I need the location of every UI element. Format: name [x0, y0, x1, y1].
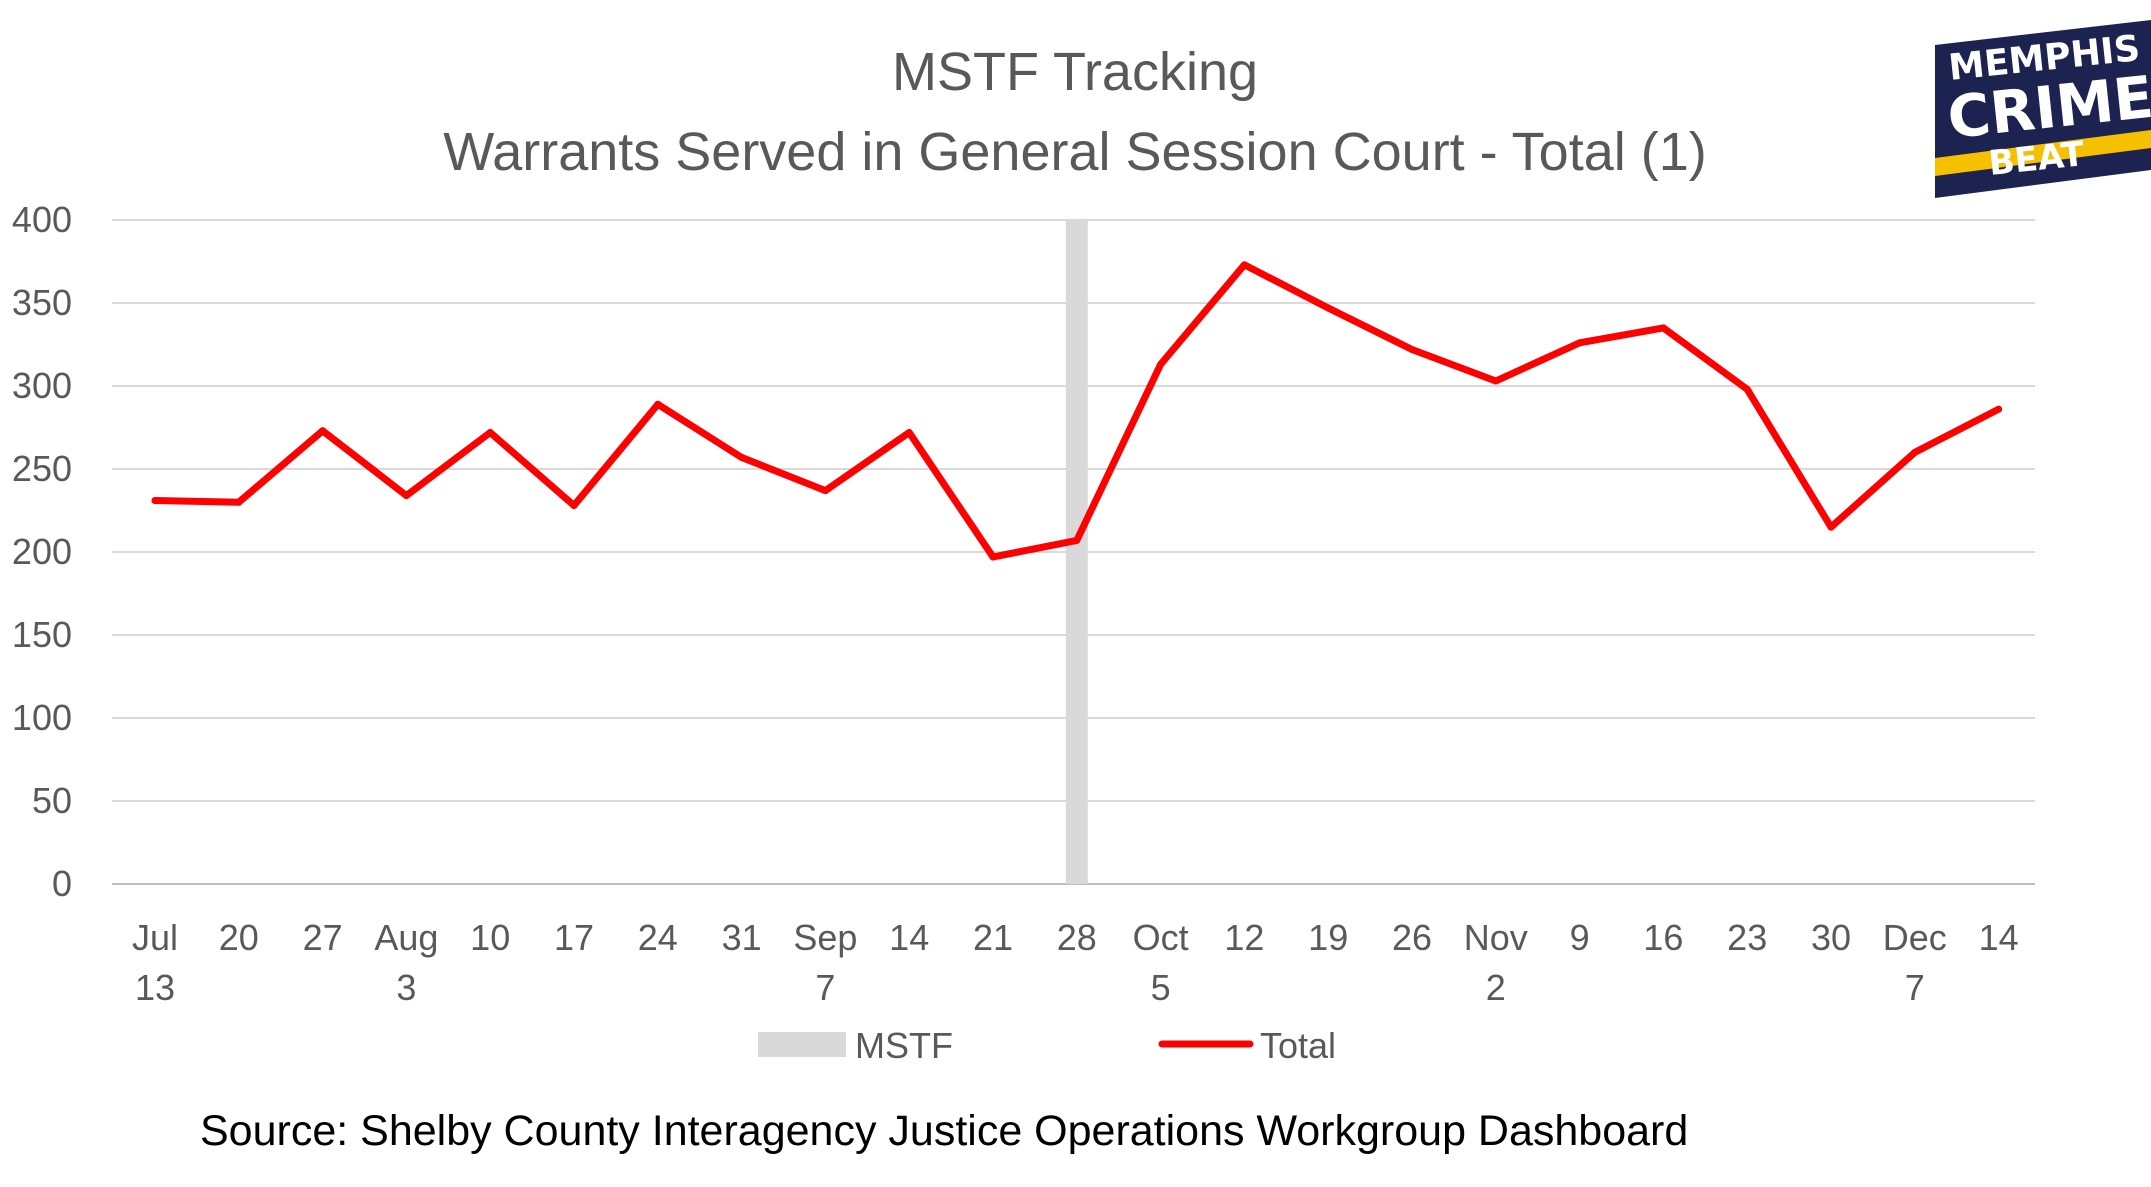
x-tick-label: 14	[1979, 917, 2019, 958]
legend-label-total: Total	[1260, 1025, 1336, 1066]
x-tick-label: 20	[219, 917, 259, 958]
total-data-point	[1659, 324, 1667, 332]
y-axis-tick-labels: 0 50 100 150 200 250 300 350 400	[12, 199, 72, 904]
y-tick-label: 50	[32, 780, 72, 821]
memphis-crime-beat-logo: MEMPHIS CRIME BEAT	[1935, 20, 2151, 198]
x-tick-label: 28	[1057, 917, 1097, 958]
x-tick-label: 7	[1905, 967, 1925, 1008]
total-data-point	[905, 428, 913, 436]
source-note: Source: Shelby County Interagency Justic…	[200, 1107, 1688, 1155]
x-tick-label: Nov	[1464, 917, 1528, 958]
legend: MSTF Total	[758, 1025, 1336, 1066]
total-data-point	[1408, 345, 1416, 353]
x-tick-label: 27	[303, 917, 343, 958]
total-data-point	[1576, 339, 1584, 347]
total-data-point	[1157, 360, 1165, 368]
y-tick-label: 200	[12, 531, 72, 572]
total-data-point	[654, 400, 662, 408]
total-data-point	[1911, 448, 1919, 456]
total-data-point	[738, 453, 746, 461]
x-tick-label: 21	[973, 917, 1013, 958]
x-tick-label: Dec	[1883, 917, 1947, 958]
x-tick-label: 19	[1308, 917, 1348, 958]
total-data-point	[319, 427, 327, 435]
total-data-point	[1743, 385, 1751, 393]
x-tick-label: 3	[396, 967, 416, 1008]
y-tick-label: 0	[52, 863, 72, 904]
x-tick-label: 26	[1392, 917, 1432, 958]
total-data-point	[1492, 377, 1500, 385]
x-tick-label: 16	[1643, 917, 1683, 958]
total-data-point	[989, 553, 997, 561]
x-tick-label: 12	[1224, 917, 1264, 958]
x-tick-label: 14	[889, 917, 929, 958]
y-tick-label: 100	[12, 697, 72, 738]
total-data-point	[402, 492, 410, 500]
x-tick-label: 24	[638, 917, 678, 958]
y-tick-label: 300	[12, 365, 72, 406]
total-series-layer	[151, 261, 2003, 561]
x-tick-label: 9	[1570, 917, 1590, 958]
x-tick-label: Aug	[374, 917, 438, 958]
total-data-point	[1073, 536, 1081, 544]
total-data-point	[821, 487, 829, 495]
x-tick-label: 2	[1486, 967, 1506, 1008]
x-tick-label: 23	[1727, 917, 1767, 958]
legend-swatch-mstf	[758, 1032, 846, 1057]
x-tick-label: Sep	[793, 917, 857, 958]
y-tick-label: 250	[12, 448, 72, 489]
y-tick-label: 400	[12, 199, 72, 240]
total-data-point	[570, 502, 578, 510]
x-tick-label: 17	[554, 917, 594, 958]
chart-title: MSTF Tracking	[892, 42, 1258, 102]
x-tick-label: 30	[1811, 917, 1851, 958]
total-data-point	[235, 498, 243, 506]
x-tick-label: 7	[815, 967, 835, 1008]
x-tick-label: Jul	[132, 917, 178, 958]
x-tick-label: 5	[1151, 967, 1171, 1008]
mstf-marker-bar-layer	[1065, 220, 1088, 884]
x-tick-label: 31	[722, 917, 762, 958]
total-data-point	[1240, 261, 1248, 269]
legend-label-mstf: MSTF	[855, 1025, 953, 1066]
total-data-point	[1324, 304, 1332, 312]
x-tick-label: 13	[135, 967, 175, 1008]
total-data-point	[486, 428, 494, 436]
total-data-point	[1827, 523, 1835, 531]
y-tick-label: 150	[12, 614, 72, 655]
x-tick-label: 10	[470, 917, 510, 958]
total-data-point	[1995, 405, 2003, 413]
y-tick-label: 350	[12, 282, 72, 323]
chart-subtitle: Warrants Served in General Session Court…	[443, 122, 1707, 182]
total-data-point	[151, 497, 159, 505]
mstf-marker-bar	[1065, 220, 1088, 884]
x-tick-label: Oct	[1133, 917, 1189, 958]
